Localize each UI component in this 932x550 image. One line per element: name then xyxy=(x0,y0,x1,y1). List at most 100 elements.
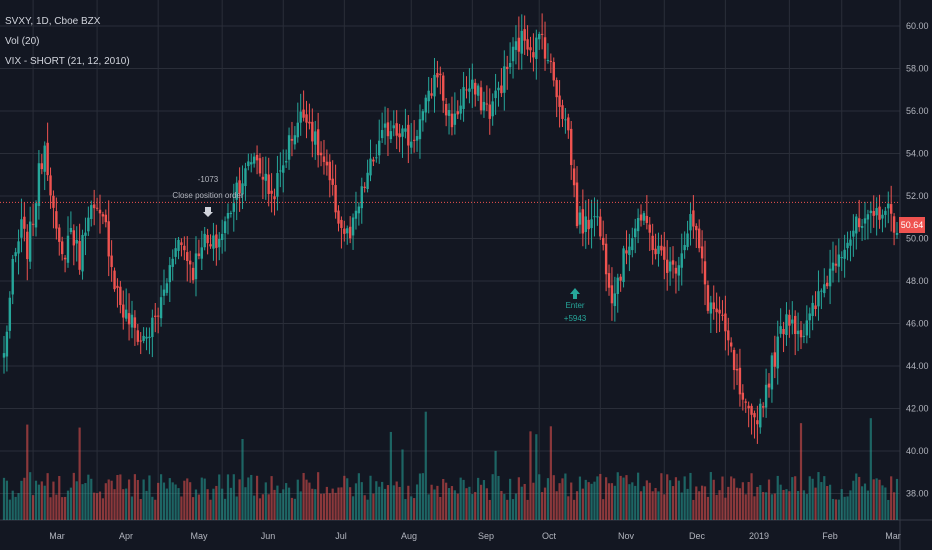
candle-body xyxy=(415,136,419,141)
candle-body xyxy=(87,217,90,232)
volume-bar xyxy=(596,476,599,520)
volume-bar xyxy=(756,486,759,520)
volume-bar xyxy=(779,484,782,520)
candle-body xyxy=(43,145,46,172)
volume-bar xyxy=(622,477,625,520)
volume-bar xyxy=(654,487,657,520)
candle-body xyxy=(331,178,334,185)
candle-body xyxy=(811,302,814,317)
volume-bar xyxy=(282,489,285,520)
volume-bar xyxy=(177,488,180,520)
x-tick-label: Sep xyxy=(478,531,494,541)
volume-bar xyxy=(619,475,622,520)
volume-bar xyxy=(599,473,602,520)
candle-body xyxy=(107,221,110,257)
candle-body xyxy=(735,369,739,371)
candle-body xyxy=(372,159,375,162)
x-tick-label: 2019 xyxy=(749,531,769,541)
volume-bar xyxy=(718,490,721,520)
volume-bar xyxy=(575,491,579,520)
volume-bar xyxy=(407,485,410,520)
candle-body xyxy=(60,241,64,255)
volume-bar xyxy=(555,491,558,520)
legend-symbol[interactable]: SVXY, 1D, Cboe BZX xyxy=(5,16,101,27)
volume-bar xyxy=(797,490,800,520)
candle-body xyxy=(28,221,32,262)
candle-body xyxy=(570,128,573,165)
candle-body xyxy=(421,111,425,121)
candle-body xyxy=(52,195,55,208)
candle-body xyxy=(843,249,846,259)
volume-bar xyxy=(223,498,227,520)
legend-strategy[interactable]: VIX - SHORT (21, 12, 2010) xyxy=(5,56,130,67)
candle-body xyxy=(779,326,782,334)
candle-body xyxy=(183,245,186,251)
candle-body xyxy=(165,283,169,293)
volume-bar xyxy=(427,494,430,520)
candle-body xyxy=(276,173,279,197)
volume-bar xyxy=(500,490,503,520)
volume-bar xyxy=(686,488,689,520)
volume-bar xyxy=(892,492,896,520)
candle-body xyxy=(619,276,622,281)
volume-bar xyxy=(346,478,349,520)
volume-bar xyxy=(17,493,20,520)
volume-bar xyxy=(605,477,608,520)
volume-bar xyxy=(558,483,561,520)
candle-body xyxy=(511,46,515,62)
volume-bar xyxy=(381,481,384,520)
volume-bar xyxy=(229,487,232,520)
volume-bar xyxy=(63,496,67,520)
candle-body xyxy=(846,242,849,249)
candle-body xyxy=(127,313,131,325)
volume-bar xyxy=(325,486,328,520)
volume-bar xyxy=(826,486,829,520)
candle-body xyxy=(709,302,713,314)
candle-body xyxy=(482,101,486,111)
volume-bar xyxy=(267,494,270,520)
candle-body xyxy=(814,305,817,310)
volume-bar xyxy=(701,485,704,520)
volume-bar xyxy=(506,499,509,520)
volume-bar xyxy=(151,496,154,520)
volume-bar xyxy=(593,481,596,520)
volume-bar xyxy=(456,493,459,520)
x-tick-label: Mar xyxy=(885,531,901,541)
volume-bar xyxy=(770,494,774,520)
candles xyxy=(2,13,899,444)
volume-bar xyxy=(360,482,363,520)
candle-body xyxy=(875,208,878,216)
candle-body xyxy=(101,214,105,217)
candle-body xyxy=(756,420,759,425)
candle-body xyxy=(75,239,78,244)
volume-bar xyxy=(413,498,416,520)
volume-bar xyxy=(308,482,311,520)
candle-body xyxy=(625,250,628,254)
volume-bar xyxy=(209,499,212,520)
candle-body xyxy=(828,268,832,287)
volume-bar xyxy=(331,488,334,520)
volume-bar xyxy=(890,476,893,520)
volume-bar xyxy=(110,480,113,520)
legend-volume[interactable]: Vol (20) xyxy=(5,36,40,47)
volume-bar xyxy=(674,477,678,520)
candle-body xyxy=(113,270,116,290)
volume-bar xyxy=(782,489,785,520)
candle-body xyxy=(884,210,887,215)
volume-bar xyxy=(386,485,390,520)
candle-body xyxy=(459,105,462,114)
volume-bar xyxy=(747,481,750,520)
volume-bar xyxy=(703,486,707,520)
candle-body xyxy=(450,113,454,128)
candle-body xyxy=(145,336,148,339)
volume-bar xyxy=(125,488,128,520)
volume-bar xyxy=(762,492,765,520)
volume-bar xyxy=(863,483,867,520)
candle-body xyxy=(20,219,23,238)
volume-bar xyxy=(677,480,680,520)
volume-bar xyxy=(535,434,538,520)
volume-bar xyxy=(226,474,230,520)
volume-bar xyxy=(154,499,157,520)
volume-bar xyxy=(232,474,235,520)
